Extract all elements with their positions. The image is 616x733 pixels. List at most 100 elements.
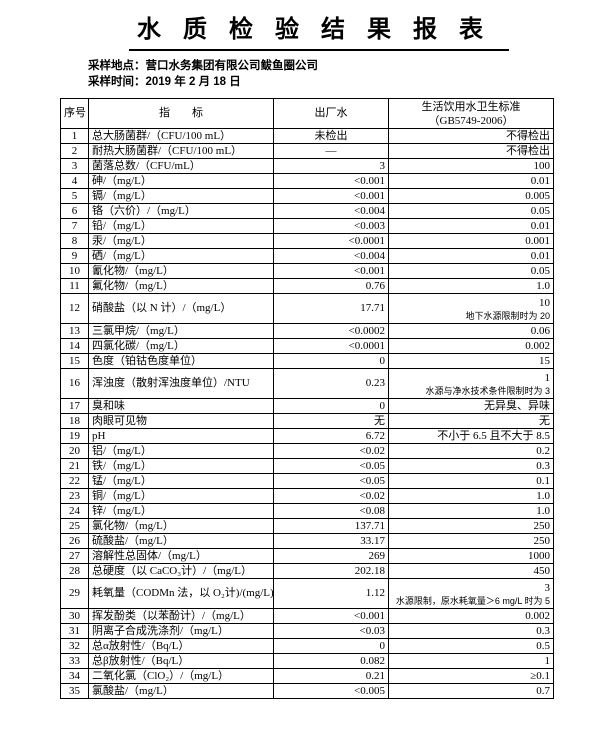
row-value: <0.004 [273,248,389,264]
table-row: 10 氰化物/（mg/L） <0.001 0.05 [60,263,554,279]
sampling-location: 采样地点：营口水务集团有限公司鲅鱼圈公司 [88,60,318,72]
standard-value: 0.3 [536,459,550,472]
row-indicator: 硒/（mg/L） [88,248,274,264]
table-row: 30 挥发酚类（以苯酚计）/（mg/L） <0.001 0.002 [60,608,554,624]
row-standard: 1.0 [388,488,554,504]
row-value: 33.17 [273,533,389,549]
row-standard: 10 地下水源限制时为 20 [388,293,554,324]
row-indicator: 锰/（mg/L） [88,473,274,489]
table-row: 9 硒/（mg/L） <0.004 0.01 [60,248,554,264]
row-value: <0.001 [273,608,389,624]
standard-value: 无 [539,414,550,427]
sampling-time: 采样时间：2019 年 2 月 18 日 [88,75,241,88]
row-indicator: 色度（铂钴色度单位） [88,353,274,369]
row-no: 33 [60,653,89,669]
row-indicator: 二氧化氯（ClO₂）/（mg/L） [88,668,274,684]
standard-value: 不得检出 [506,144,550,157]
table-row: 3 菌落总数/（CFU/mL） 3 100 [60,158,554,174]
standard-value: 0.05 [530,264,550,277]
header-standard: 生活饮用水卫生标准 （GB5749-2006） [388,98,554,129]
report-table-body: 1 总大肠菌群/（CFU/100 mL） 未检出 不得检出 2 耐热大肠菌群/（… [60,128,554,699]
row-value: 0 [273,638,389,654]
row-value: <0.08 [273,503,389,519]
header-standard-line2: （GB5749-2006） [428,114,514,127]
row-standard: 0.05 [388,203,554,219]
row-standard: 250 [388,518,554,534]
standard-value: 0.2 [536,444,550,457]
row-standard: 0.001 [388,233,554,249]
row-no: 28 [60,563,89,579]
row-indicator: 总硬度（以 CaCO₃计）/（mg/L） [88,563,274,579]
standard-value: 1.0 [536,504,550,517]
table-row: 7 铅/（mg/L） <0.003 0.01 [60,218,554,234]
standard-note: 水源限制，原水耗氧量＞6 mg/L 时为 5 [395,595,550,606]
standard-value: 250 [533,534,551,547]
row-indicator: 氰化物/（mg/L） [88,263,274,279]
table-row: 32 总α放射性/（Bq/L） 0 0.5 [60,638,554,654]
row-standard: 0.01 [388,173,554,189]
standard-value: 10 [539,296,550,309]
row-no: 31 [60,623,89,639]
row-value: 0.23 [273,368,389,399]
row-standard: 无异臭、异味 [388,398,554,414]
standard-value: 0.002 [525,609,550,622]
row-no: 18 [60,413,89,429]
table-row: 16 浑浊度（散射浑浊度单位）/NTU 0.23 1 水源与净水技术条件限制时为… [60,368,554,399]
row-no: 8 [60,233,89,249]
row-indicator: 镉/（mg/L） [88,188,274,204]
row-indicator: 肉眼可见物 [88,413,274,429]
row-indicator: 耗氧量（CODMn 法，以 O₂计)/(mg/L) [88,578,274,609]
table-row: 34 二氧化氯（ClO₂）/（mg/L） 0.21 ≥0.1 [60,668,554,684]
standard-value: 250 [533,519,551,532]
standard-value: 0.005 [525,189,550,202]
row-no: 2 [60,143,89,159]
table-row: 20 铝/（mg/L） <0.02 0.2 [60,443,554,459]
row-no: 12 [60,293,89,324]
row-no: 19 [60,428,89,444]
row-indicator: 砷/（mg/L） [88,173,274,189]
row-indicator: 浑浊度（散射浑浊度单位）/NTU [88,368,274,399]
row-value: <0.03 [273,623,389,639]
row-value: 无 [273,413,389,429]
standard-value: 0.7 [536,684,550,697]
row-indicator: 溶解性总固体/（mg/L） [88,548,274,564]
row-indicator: 铝/（mg/L） [88,443,274,459]
row-no: 13 [60,323,89,339]
row-value: <0.05 [273,473,389,489]
table-row: 4 砷/（mg/L） <0.001 0.01 [60,173,554,189]
table-row: 11 氟化物/（mg/L） 0.76 1.0 [60,278,554,294]
row-value: <0.003 [273,218,389,234]
row-value: 0.082 [273,653,389,669]
row-standard: 0.002 [388,608,554,624]
row-standard: 3 水源限制，原水耗氧量＞6 mg/L 时为 5 [388,578,554,609]
table-row: 26 硫酸盐/（mg/L） 33.17 250 [60,533,554,549]
row-no: 25 [60,518,89,534]
row-indicator: 总α放射性/（Bq/L） [88,638,274,654]
table-row: 17 臭和味 0 无异臭、异味 [60,398,554,414]
row-standard: 450 [388,563,554,579]
row-no: 3 [60,158,89,174]
row-value: 0 [273,398,389,414]
row-standard: 0.05 [388,263,554,279]
row-indicator: 臭和味 [88,398,274,414]
row-no: 16 [60,368,89,399]
row-standard: 0.2 [388,443,554,459]
row-indicator: pH [88,428,274,444]
row-standard: 1 [388,653,554,669]
row-value: 0 [273,353,389,369]
row-value: <0.001 [273,263,389,279]
table-row: 15 色度（铂钴色度单位） 0 15 [60,353,554,369]
row-standard: 0.3 [388,458,554,474]
row-value: 0.21 [273,668,389,684]
row-standard: 无 [388,413,554,429]
table-row: 29 耗氧量（CODMn 法，以 O₂计)/(mg/L) 1.12 3 水源限制… [60,578,554,609]
table-row: 13 三氯甲烷/（mg/L） <0.0002 0.06 [60,323,554,339]
row-standard: 0.005 [388,188,554,204]
table-row: 18 肉眼可见物 无 无 [60,413,554,429]
row-no: 7 [60,218,89,234]
row-value: 1.12 [273,578,389,609]
table-row: 1 总大肠菌群/（CFU/100 mL） 未检出 不得检出 [60,128,554,144]
row-indicator: 汞/（mg/L） [88,233,274,249]
table-row: 21 铁/（mg/L） <0.05 0.3 [60,458,554,474]
row-value: 202.18 [273,563,389,579]
